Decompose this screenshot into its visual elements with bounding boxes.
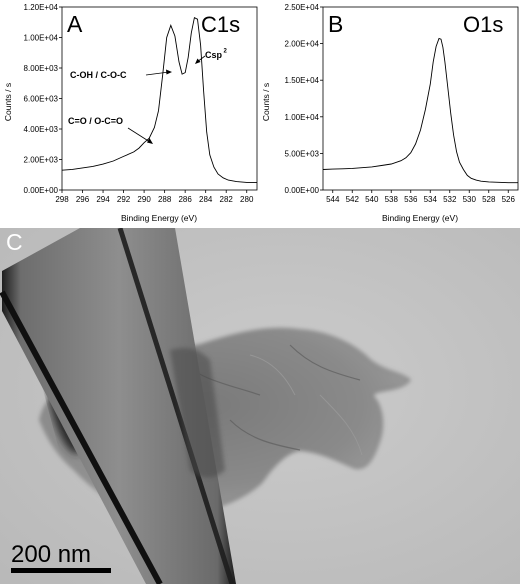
panel-b-x-axis-title: Binding Energy (eV) <box>382 213 458 223</box>
x-tick-label: 298 <box>55 195 69 204</box>
y-tick-label: 6.00E+03 <box>24 95 59 104</box>
arrowhead-c-oh <box>166 69 172 75</box>
panel-a-c1s-curve <box>61 17 257 183</box>
scale-bar <box>11 568 111 573</box>
x-tick-label: 540 <box>365 195 379 204</box>
x-tick-label: 292 <box>117 195 131 204</box>
panel-b-y-axis-title: Counts / s <box>261 83 271 121</box>
y-tick-label: 2.00E+04 <box>285 40 320 49</box>
x-tick-label: 534 <box>424 195 438 204</box>
x-tick-label: 530 <box>463 195 477 204</box>
y-tick-label: 2.00E+03 <box>24 156 59 165</box>
panel-b-o1s-spectrum: 544 542 540 538 536 534 532 530 528 526 0.00E+00 5… <box>261 3 519 223</box>
y-tick-label: 0.00E+00 <box>24 186 59 195</box>
y-tick-label: 0.00E+00 <box>285 186 320 195</box>
annotation-csp2: Csp <box>205 50 223 60</box>
panel-b-x-ticks: 544 542 540 538 536 534 532 530 528 526 <box>326 190 515 204</box>
annotation-c-oh-c-o-c: C-OH / C-O-C <box>70 70 127 80</box>
flake-over-rod <box>170 348 225 478</box>
arrow-c-oh <box>145 71 170 76</box>
y-tick-label: 5.00E+03 <box>285 149 320 158</box>
y-tick-label: 1.00E+04 <box>24 34 59 43</box>
panel-b-plot-frame <box>322 6 519 191</box>
support-rod-left-edge <box>0 290 163 584</box>
panel-a-letter: A <box>67 11 83 37</box>
y-tick-label: 8.00E+03 <box>24 64 59 73</box>
panel-a-c1s-spectrum: 298 296 294 292 290 288 286 284 282 280 0.00E+002… <box>3 3 258 223</box>
x-tick-label: 536 <box>404 195 418 204</box>
annotation-csp2-superscript: 2 <box>224 49 228 55</box>
scale-bar-label: 200 nm <box>11 541 91 568</box>
annotation-c-o-o-c-o: C=O / O-C=O <box>68 116 123 126</box>
panel-b-o1s-curve <box>322 37 518 184</box>
x-tick-label: 528 <box>482 195 496 204</box>
panel-a-x-ticks: 298 296 294 292 290 288 286 284 282 280 <box>55 190 254 204</box>
support-rod-right-edge <box>117 228 235 584</box>
y-tick-label: 1.50E+04 <box>285 76 320 85</box>
x-tick-label: 296 <box>76 195 90 204</box>
panel-b-title: O1s <box>463 12 503 37</box>
panel-c-tem-micrograph: C 200 nm <box>0 228 520 584</box>
arrowhead-c-o <box>147 138 153 144</box>
arrowhead-csp2 <box>195 58 201 64</box>
panel-b-letter: B <box>328 11 343 37</box>
panel-c-letter: C <box>6 229 23 255</box>
x-tick-label: 538 <box>385 195 399 204</box>
x-tick-label: 286 <box>178 195 192 204</box>
x-tick-label: 280 <box>240 195 254 204</box>
arrow-c-o <box>127 127 151 143</box>
x-tick-label: 284 <box>199 195 213 204</box>
panel-a-y-axis-title: Counts / s <box>3 83 13 121</box>
y-tick-label: 2.50E+04 <box>285 3 320 12</box>
x-tick-label: 532 <box>443 195 457 204</box>
x-tick-label: 290 <box>137 195 151 204</box>
x-tick-label: 526 <box>502 195 516 204</box>
support-rod <box>2 228 236 584</box>
x-tick-label: 282 <box>220 195 234 204</box>
y-tick-label: 4.00E+03 <box>24 125 59 134</box>
y-tick-label: 1.00E+04 <box>285 113 320 122</box>
x-tick-label: 288 <box>158 195 172 204</box>
x-tick-label: 542 <box>346 195 360 204</box>
x-tick-label: 544 <box>326 195 340 204</box>
y-tick-label: 1.20E+04 <box>24 3 59 12</box>
panel-a-y-ticks: 0.00E+00 2.00E+03 4.00E+03 6.00E+03 8.00E+03… <box>24 3 62 195</box>
panel-a-x-axis-title: Binding Energy (eV) <box>121 213 197 223</box>
panel-a-title: C1s <box>201 12 240 37</box>
panel-b-y-ticks: 0.00E+00 5.00E+03 1.00E+04 1.50E+04 2.00E+04… <box>285 3 323 195</box>
x-tick-label: 294 <box>96 195 110 204</box>
